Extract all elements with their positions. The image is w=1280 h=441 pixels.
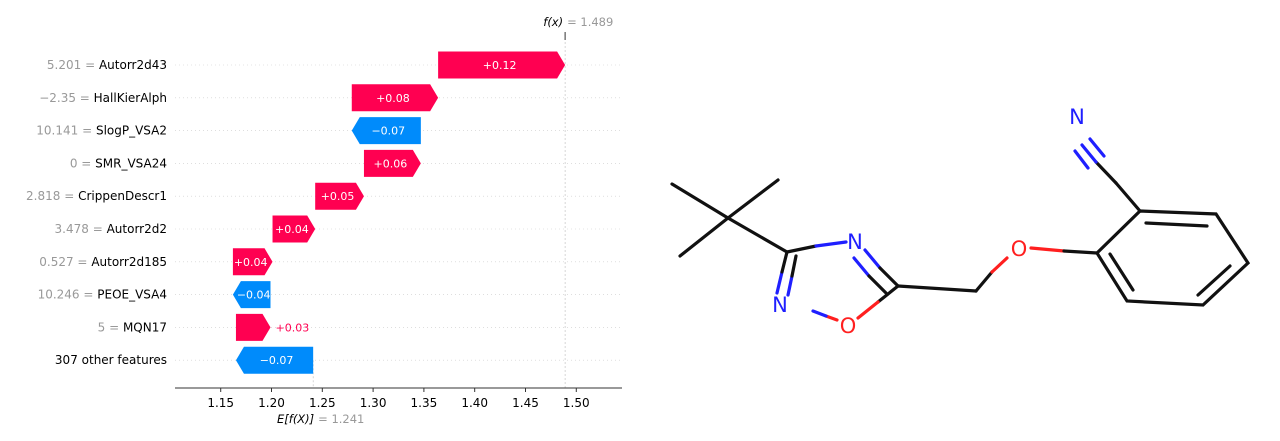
x-tick-label: 1.30 — [360, 396, 387, 410]
feature-label: 0 = SMR_VSA24 — [70, 156, 167, 170]
feature-label: 307 other features — [55, 353, 167, 367]
contribution-bars: +0.12 +0.08 −0.07 +0.06 +0.05 +0.04 +0.04 −0.04… — [232, 51, 566, 374]
oxadiazole-ring — [775, 240, 900, 322]
contribution-bar — [438, 51, 566, 79]
feature-name: Autorr2d2 — [107, 222, 167, 236]
contribution-value-label: +0.03 — [275, 321, 309, 334]
feature-label: 2.818 = CrippenDescr1 — [26, 189, 167, 203]
atom-label-n-nitrile: N — [1069, 105, 1085, 129]
contribution-value-label: −0.07 — [371, 125, 405, 138]
atom-label-n1: N — [847, 230, 863, 254]
shap-waterfall-chart: +0.12 +0.08 −0.07 +0.06 +0.05 +0.04 +0.04 −0.04… — [26, 15, 622, 426]
feature-value: 5.201 = — [47, 58, 99, 72]
contribution-value-label: −0.07 — [260, 354, 294, 367]
x-tick-label: 1.25 — [309, 396, 336, 410]
contribution-bar — [351, 117, 421, 145]
feature-value: −2.35 = — [39, 91, 93, 105]
contribution-value-label: +0.04 — [275, 223, 309, 236]
feature-name: PEOE_VSA4 — [97, 288, 167, 302]
x-tick-label: 1.35 — [411, 396, 438, 410]
feature-label: 0.527 = Autorr2d185 — [39, 255, 167, 269]
feature-label: −2.35 = HallKierAlph — [39, 91, 167, 105]
contribution-bar — [232, 281, 271, 309]
feature-label: 5 = MQN17 — [98, 320, 167, 334]
feature-name: 307 other features — [55, 353, 167, 367]
contribution-bar — [363, 149, 421, 177]
contribution-bar — [232, 248, 273, 276]
tert-butyl-group — [670, 178, 789, 258]
contribution-bar — [272, 215, 316, 243]
atom-label-n2: N — [772, 293, 788, 317]
molecule-structure: N N O N O — [670, 105, 1251, 338]
contribution-bar — [315, 182, 364, 210]
contribution-bar — [235, 313, 271, 341]
feature-name: CrippenDescr1 — [78, 189, 167, 203]
base-value-text: = 1.241 — [318, 412, 364, 426]
x-tick-label: 1.15 — [207, 396, 234, 410]
feature-label: 3.478 = Autorr2d2 — [55, 222, 167, 236]
feature-value: 10.246 = — [38, 288, 98, 302]
feature-value: 2.818 = — [26, 189, 78, 203]
atom-label-o-ether: O — [1011, 237, 1028, 261]
feature-value: 10.141 = — [36, 124, 96, 138]
feature-name: HallKierAlph — [94, 91, 167, 105]
feature-value: 5 = — [98, 320, 123, 334]
contribution-value-label: +0.06 — [374, 157, 408, 170]
linker-and-benzonitrile — [896, 137, 1251, 307]
feature-label: 10.141 = SlogP_VSA2 — [36, 124, 167, 138]
x-tick-label: 1.40 — [461, 396, 488, 410]
feature-name: SlogP_VSA2 — [96, 124, 167, 138]
feature-name: Autorr2d185 — [91, 255, 167, 269]
x-tick-label: 1.20 — [258, 396, 285, 410]
feature-value: 3.478 = — [55, 222, 107, 236]
contribution-value-label: −0.04 — [237, 289, 271, 302]
output-value-text: = 1.489 — [567, 15, 613, 29]
contribution-value-label: +0.05 — [321, 190, 355, 203]
x-axis: 1.15 1.20 1.25 1.30 1.35 1.40 1.45 1.50 — [175, 387, 622, 410]
x-tick-label: 1.50 — [563, 396, 590, 410]
output-value-label: f(x) — [543, 15, 563, 29]
x-tick-label: 1.45 — [512, 396, 539, 410]
feature-label: 10.246 = PEOE_VSA4 — [38, 288, 167, 302]
feature-name: MQN17 — [123, 320, 167, 334]
feature-label: 5.201 = Autorr2d43 — [47, 58, 167, 72]
contribution-value-label: +0.08 — [376, 92, 410, 105]
feature-labels: 5.201 = Autorr2d43 −2.35 = HallKierAlph 10… — [26, 58, 167, 367]
reference-lines — [312, 32, 566, 388]
feature-name: SMR_VSA24 — [95, 156, 167, 170]
contribution-value-label: +0.12 — [483, 59, 517, 72]
feature-value: 0 = — [70, 156, 95, 170]
base-value-label: E[f(X)] — [277, 412, 314, 426]
feature-name: Autorr2d43 — [99, 58, 167, 72]
atom-label-o-ring: O — [840, 314, 857, 338]
contribution-value-label: +0.04 — [234, 256, 268, 269]
contribution-bar — [351, 84, 439, 112]
contribution-bar — [235, 346, 314, 374]
feature-value: 0.527 = — [39, 255, 91, 269]
